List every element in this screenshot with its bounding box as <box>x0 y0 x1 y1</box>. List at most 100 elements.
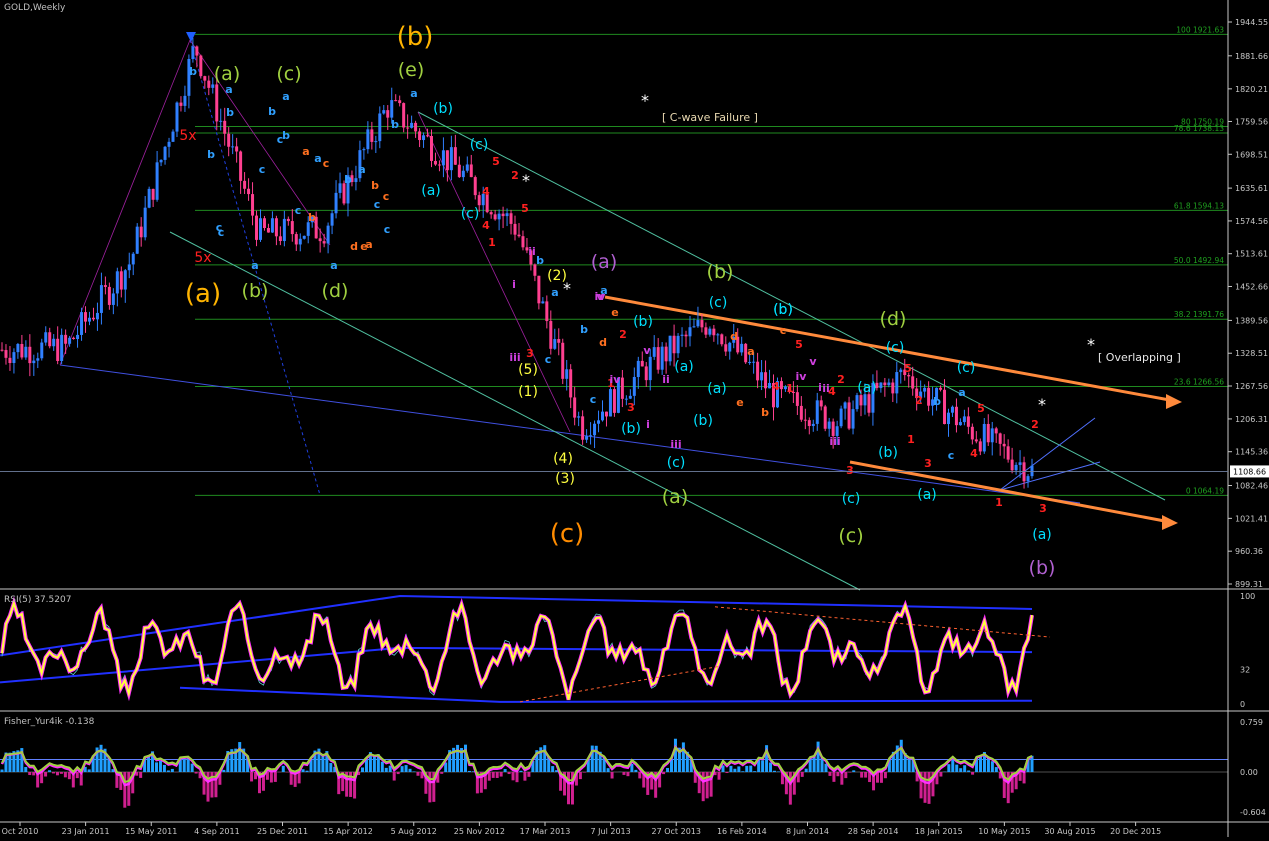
fisher-histogram-bar <box>468 771 471 772</box>
price-tick-label: 1082.46 <box>1235 482 1268 491</box>
wave-label: iii <box>670 438 681 451</box>
wave-label: i <box>646 418 650 431</box>
date-tick-label: 23 Jan 2011 <box>62 827 110 836</box>
wave-label: 5x <box>194 250 211 266</box>
fisher-histogram-bar <box>737 766 740 772</box>
candle-body <box>549 321 552 349</box>
candle-body <box>120 271 123 289</box>
wave-label: (b) <box>1029 557 1056 579</box>
candle-body <box>331 213 334 225</box>
fisher-histogram-bar <box>900 740 903 772</box>
fib-level-label: 50.0 1492.94 <box>1174 256 1224 265</box>
fisher-histogram-bar <box>832 772 835 782</box>
candle-body <box>446 150 449 170</box>
candle-body <box>227 134 230 147</box>
candle-body <box>975 439 978 441</box>
candle-body <box>223 121 226 134</box>
fisher-histogram-bar <box>638 772 641 778</box>
candle-body <box>824 406 827 428</box>
fisher-histogram-bar <box>40 772 43 783</box>
wave-label: d <box>599 336 607 349</box>
fisher-histogram-bar <box>76 772 79 778</box>
wave-label: 3 <box>526 347 534 360</box>
candle-body <box>1015 465 1018 470</box>
candle-body <box>24 347 27 358</box>
wave-label: (a) <box>591 251 617 273</box>
wave-label: c <box>780 324 787 337</box>
fisher-histogram-bar <box>64 772 67 777</box>
price-tick-label: 1698.51 <box>1235 150 1268 159</box>
candle-body <box>553 339 556 349</box>
candle-body <box>947 413 950 424</box>
fisher-histogram-bar <box>127 772 130 806</box>
candle-body <box>804 420 807 421</box>
fisher-histogram-bar <box>222 770 225 772</box>
fisher-histogram-bar <box>512 772 515 780</box>
candle-body <box>327 226 330 244</box>
candle-body <box>899 370 902 372</box>
price-tick-label: 1574.56 <box>1235 217 1268 226</box>
candle-body <box>649 357 652 380</box>
wave-label: ii <box>528 245 536 258</box>
candle-body <box>36 358 39 360</box>
fisher-histogram-bar <box>496 772 499 778</box>
wave-label: (b) <box>707 261 734 283</box>
candle-body <box>92 318 95 320</box>
fisher-histogram-bar <box>789 772 792 805</box>
candle-body <box>828 422 831 429</box>
candle-body <box>195 46 198 55</box>
candle-body <box>613 389 616 413</box>
fisher-histogram-bar <box>250 772 253 781</box>
fisher-histogram-bar <box>28 772 31 775</box>
candle-body <box>179 103 182 106</box>
fisher-histogram-bar <box>409 769 412 772</box>
candle-body <box>4 350 7 358</box>
wave-label: iv <box>610 373 622 386</box>
wave-label: 5 <box>521 202 529 215</box>
fisher-histogram-bar <box>1 770 4 772</box>
wave-label: (b) <box>633 314 653 330</box>
candle-body <box>291 221 294 234</box>
candle-body <box>378 113 381 141</box>
date-tick-label: 7 Jul 2013 <box>591 827 631 836</box>
candle-body <box>434 161 437 165</box>
wave-label: b <box>344 173 352 186</box>
wave-label: a <box>958 386 965 399</box>
wave-label: 5 <box>977 402 985 415</box>
wave-label: (a) <box>857 380 877 396</box>
candle-body <box>848 402 851 428</box>
wave-label: (1) <box>518 384 538 400</box>
candle-body <box>748 362 751 363</box>
candle-body <box>800 406 803 420</box>
fisher-histogram-bar <box>393 772 396 781</box>
wave-label: 3 <box>1039 502 1047 515</box>
wave-label: b <box>308 211 316 224</box>
fisher-histogram-bar <box>725 772 728 773</box>
candle-body <box>677 336 680 353</box>
candle-body <box>438 164 441 165</box>
candle-body <box>175 103 178 132</box>
candle-body <box>740 344 743 353</box>
price-tick-label: 1206.31 <box>1235 415 1268 424</box>
fisher-histogram-bar <box>777 771 780 772</box>
candle-body <box>708 329 711 335</box>
fisher-histogram-bar <box>991 761 994 772</box>
candle-body <box>959 422 962 425</box>
candle-body <box>696 320 699 326</box>
candle-body <box>692 326 695 327</box>
wave-label: b <box>391 118 399 131</box>
date-tick-label: 16 Feb 2014 <box>717 827 767 836</box>
fisher-histogram-bar <box>361 767 364 772</box>
candle-body <box>386 110 389 117</box>
fib-level-label: 38.2 1391.76 <box>1174 310 1224 319</box>
wave-label: ii <box>822 382 830 395</box>
fisher-histogram-bar <box>848 772 851 773</box>
candle-body <box>1027 476 1030 481</box>
wave-label: 1 <box>786 382 794 395</box>
wave-label: (a) <box>421 183 441 199</box>
date-tick-label: 25 Nov 2012 <box>454 827 505 836</box>
candle-body <box>144 208 147 238</box>
wave-label: 1 <box>907 433 915 446</box>
